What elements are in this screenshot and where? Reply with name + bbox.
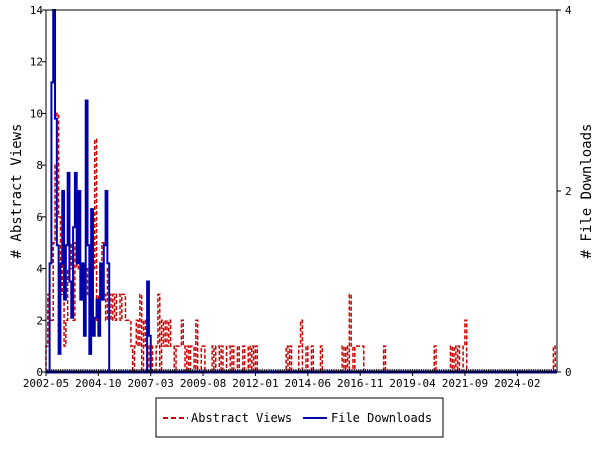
plot-area	[46, 10, 557, 372]
y2-axis-title: # File Downloads	[579, 124, 595, 259]
x-tick-label: 2016-11	[337, 377, 383, 390]
axes-layer: 0 2 4 6 8 10 12 14 0 2 4 2002-05 2004-10 2007-03 2009-…	[23, 4, 572, 390]
x-tick-label: 2014-06	[285, 377, 331, 390]
legend-box	[155, 397, 444, 438]
legend-label-abstract-views: Abstract Views	[191, 411, 292, 425]
y-tick-label: 2	[36, 314, 43, 327]
legend-label-file-downloads: File Downloads	[331, 411, 432, 425]
y-tick-label: 4	[36, 263, 43, 276]
x-tick-label: 2004-10	[75, 377, 121, 390]
y-tick-label: 12	[30, 56, 43, 69]
y-tick-label: 8	[36, 159, 43, 172]
y-tick-label: 10	[30, 107, 43, 120]
y2-tick-label: 2	[565, 185, 572, 198]
x-tick-label: 2002-05	[23, 377, 69, 390]
x-tick-label: 2012-01	[232, 377, 278, 390]
x-tick-label: 2021-09	[442, 377, 488, 390]
y2-tick-label: 0	[565, 366, 572, 379]
legend: Abstract Views File Downloads	[155, 397, 444, 438]
y-tick-label: 6	[36, 211, 43, 224]
x-tick-label: 2007-03	[128, 377, 174, 390]
y2-tick-label: 4	[565, 4, 572, 17]
x-tick-label: 2019-04	[389, 377, 436, 390]
x-tick-label: 2024-02	[494, 377, 540, 390]
y-tick-label: 14	[30, 4, 44, 17]
y-tick-label: 0	[36, 366, 43, 379]
x-tick-label: 2009-08	[180, 377, 226, 390]
y-axis-title: # Abstract Views	[9, 124, 25, 259]
plot-background	[46, 10, 557, 372]
